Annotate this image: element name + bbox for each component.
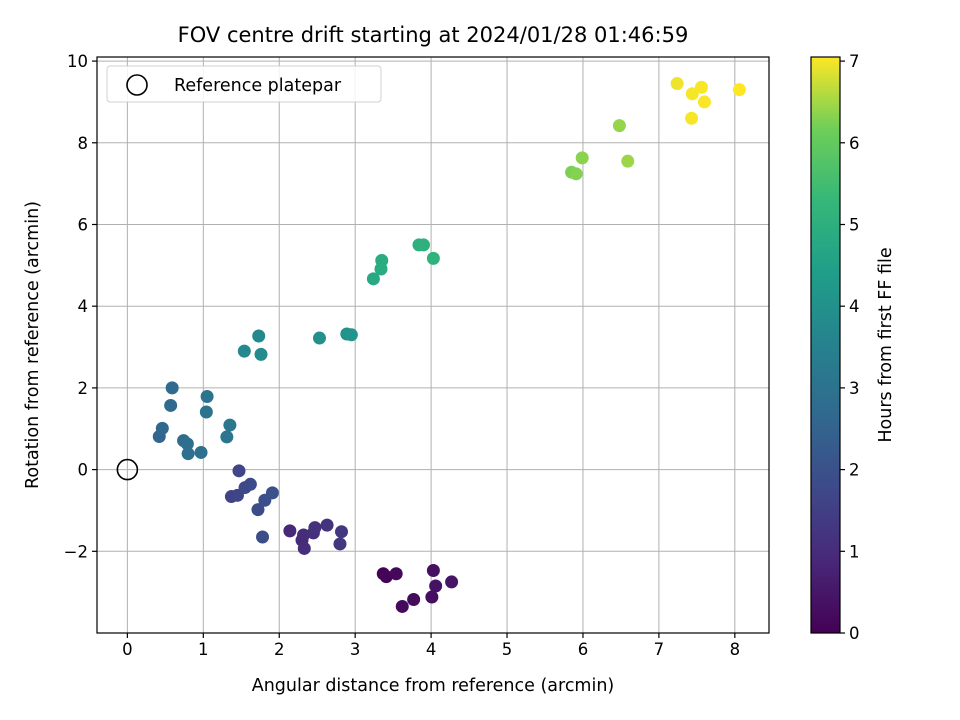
scatter-point — [243, 477, 257, 491]
x-axis-label: Angular distance from reference (arcmin) — [252, 676, 615, 696]
reference-marker — [116, 458, 139, 481]
colorbar-tick-label: 4 — [849, 297, 860, 316]
scatter-point — [223, 418, 237, 432]
scatter-point — [612, 119, 626, 133]
scatter-point — [694, 80, 708, 94]
legend: Reference platepar — [106, 65, 382, 103]
y-tick-label: 8 — [78, 134, 89, 153]
scatter-point — [407, 593, 421, 607]
colorbar-tick-label: 0 — [849, 624, 860, 643]
scatter-point — [344, 328, 358, 342]
x-tick-label: 3 — [350, 640, 361, 659]
scatter-point — [621, 154, 635, 168]
x-tick-label: 4 — [426, 640, 437, 659]
scatter-point — [164, 398, 178, 412]
scatter-point — [320, 518, 334, 532]
scatter-point — [181, 447, 195, 461]
colorbar: 0 1 2 3 4 5 6 7 Hours from first FF file — [810, 52, 896, 643]
plot-frame — [96, 56, 770, 634]
colorbar-tick-label: 3 — [849, 379, 860, 398]
scatter-point — [232, 464, 246, 478]
y-axis-label: Rotation from reference (arcmin) — [23, 201, 43, 489]
legend-entry-reference: Reference platepar — [174, 76, 342, 96]
colorbar-tick-label: 5 — [849, 215, 860, 234]
scatter-point — [265, 486, 279, 500]
scatter-point — [575, 151, 589, 165]
colorbar-gradient — [811, 57, 840, 633]
colorbar-label: Hours from first FF file — [876, 247, 896, 442]
scatter-point — [426, 251, 440, 265]
scatter-point — [425, 590, 439, 604]
scatter-point — [366, 272, 380, 286]
colorbar-ticks: 0 1 2 3 4 5 6 7 — [840, 52, 860, 643]
scatter-point — [194, 445, 208, 459]
scatter-point — [389, 567, 403, 581]
scatter-point — [335, 525, 349, 539]
colorbar-tick-label: 6 — [849, 134, 860, 153]
legend-marker — [126, 74, 148, 96]
scatter-point — [445, 575, 459, 589]
scatter-point — [180, 437, 194, 451]
y-tick-label: 2 — [78, 379, 89, 398]
scatter-point — [199, 405, 213, 419]
scatter-point — [417, 238, 431, 252]
y-tick-label: 4 — [78, 297, 89, 316]
grid — [97, 57, 769, 633]
scatter-point — [333, 537, 347, 551]
scatter-point — [308, 521, 322, 535]
scatter-point — [732, 83, 746, 97]
colorbar-tick-label: 2 — [849, 461, 860, 480]
colorbar-frame — [810, 56, 841, 634]
chart-title: FOV centre drift starting at 2024/01/28 … — [178, 23, 689, 47]
scatter-point — [237, 344, 251, 358]
x-tick-label: 0 — [122, 640, 133, 659]
scatter-point — [297, 528, 311, 542]
scatter-points — [116, 77, 746, 613]
scatter-point — [697, 95, 711, 109]
y-tick-label: 0 — [78, 461, 89, 480]
y-tick-label: 6 — [78, 215, 89, 234]
scatter-point — [155, 421, 169, 435]
x-tick-label: 6 — [578, 640, 589, 659]
scatter-point — [670, 77, 684, 91]
scatter-point — [200, 389, 214, 403]
scatter-point — [685, 111, 699, 125]
colorbar-tick-label: 1 — [849, 542, 860, 561]
scatter-point — [220, 430, 234, 444]
x-tick-label: 5 — [502, 640, 513, 659]
x-tick-label: 7 — [654, 640, 665, 659]
x-tick-label: 1 — [198, 640, 209, 659]
x-tick-label: 8 — [730, 640, 741, 659]
legend-box — [106, 65, 382, 103]
y-tick-label: 10 — [67, 52, 88, 71]
colorbar-tick-label: 7 — [849, 52, 860, 71]
scatter-point — [312, 331, 326, 345]
scatter-point — [283, 524, 297, 538]
y-axis: −2 0 2 4 6 8 10 — [64, 52, 97, 561]
scatter-point — [252, 329, 266, 343]
scatter-point — [375, 253, 389, 267]
x-tick-label: 2 — [274, 640, 285, 659]
scatter-point — [426, 563, 440, 577]
x-axis: 0 1 2 3 4 5 6 7 8 — [122, 633, 740, 659]
scatter-point — [297, 541, 311, 555]
scatter-point — [379, 570, 393, 584]
y-tick-label: −2 — [64, 542, 88, 561]
scatter-point — [165, 381, 179, 395]
scatter-point — [429, 579, 443, 593]
scatter-point — [569, 167, 583, 181]
scatter-point — [256, 530, 270, 544]
scatter-point — [254, 347, 268, 361]
scatter-point — [251, 503, 265, 517]
scatter-point — [685, 87, 699, 101]
scatter-point — [395, 599, 409, 613]
